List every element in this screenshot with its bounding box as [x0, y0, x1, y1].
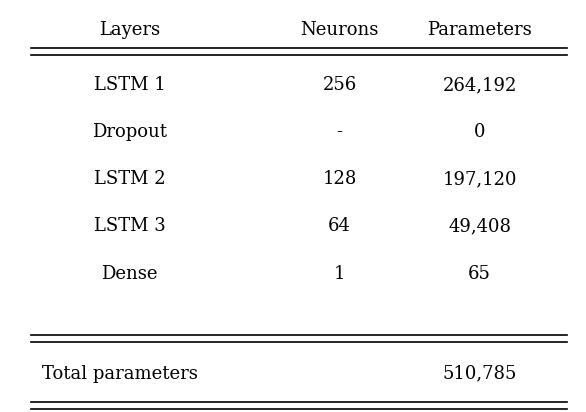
Text: Neurons: Neurons — [301, 21, 379, 39]
Text: LSTM 2: LSTM 2 — [94, 171, 165, 188]
Text: LSTM 3: LSTM 3 — [94, 218, 166, 236]
Text: 65: 65 — [468, 265, 491, 283]
Text: 197,120: 197,120 — [442, 171, 517, 188]
Text: Parameters: Parameters — [427, 21, 532, 39]
Text: 256: 256 — [322, 76, 357, 94]
Text: 510,785: 510,785 — [442, 365, 517, 383]
Text: 49,408: 49,408 — [448, 218, 511, 236]
Text: 264,192: 264,192 — [442, 76, 517, 94]
Text: 0: 0 — [474, 123, 485, 141]
Text: 64: 64 — [328, 218, 351, 236]
Text: -: - — [337, 123, 343, 141]
Text: 1: 1 — [334, 265, 345, 283]
Text: 128: 128 — [322, 171, 357, 188]
Text: Total parameters: Total parameters — [42, 365, 198, 383]
Text: LSTM 1: LSTM 1 — [94, 76, 166, 94]
Text: Layers: Layers — [99, 21, 160, 39]
Text: Dense: Dense — [101, 265, 158, 283]
Text: Dropout: Dropout — [92, 123, 167, 141]
